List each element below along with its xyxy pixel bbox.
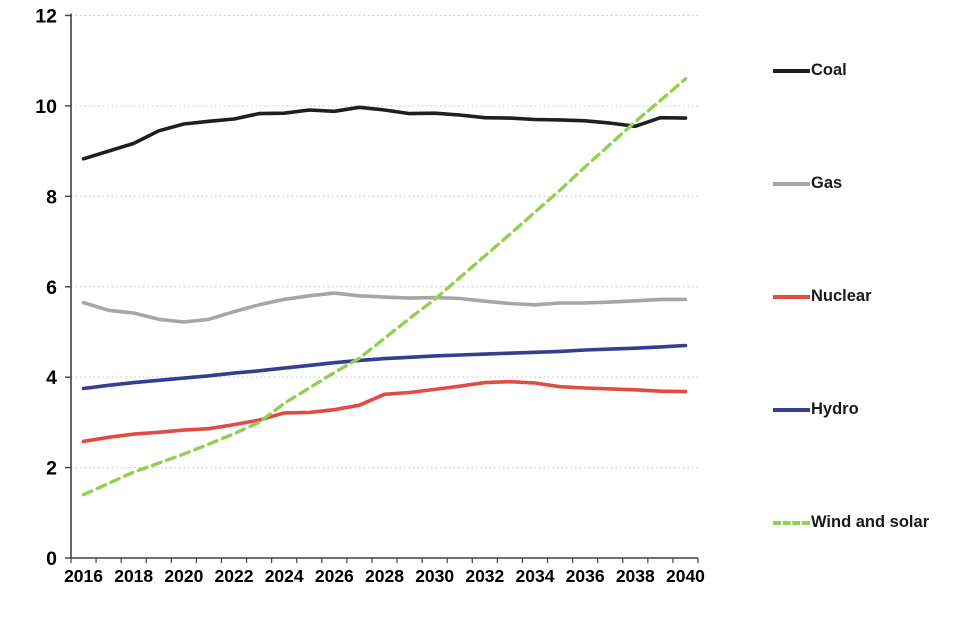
y-tick-label-6: 6 <box>46 277 57 299</box>
legend-item-gas: Gas <box>773 174 842 193</box>
legend-item-wind-and-solar: Wind and solar <box>773 513 929 532</box>
x-tick-label-2040: 2040 <box>666 566 705 586</box>
x-tick-label-2020: 2020 <box>164 566 203 586</box>
y-tick-label-0: 0 <box>46 548 57 570</box>
x-tick-label-2024: 2024 <box>265 566 304 586</box>
x-tick-label-2036: 2036 <box>566 566 605 586</box>
legend-label-nuclear: Nuclear <box>811 287 872 305</box>
legend-label-hydro: Hydro <box>811 400 859 418</box>
legend-item-hydro: Hydro <box>773 400 859 419</box>
x-tick-label-2028: 2028 <box>365 566 404 586</box>
x-tick-label-2038: 2038 <box>616 566 655 586</box>
wind-and-solar-line-swatch <box>773 520 810 525</box>
x-tick-label-2016: 2016 <box>64 566 103 586</box>
x-tick-label-2034: 2034 <box>516 566 555 586</box>
gas-line-swatch <box>773 181 810 186</box>
x-tick-label-2018: 2018 <box>114 566 153 586</box>
legend-label-gas: Gas <box>811 174 843 192</box>
chart-legend: Coal Gas Nuclear Hydro Wind and solar <box>773 0 973 638</box>
series-line-hydro <box>81 343 688 391</box>
y-tick-label-2: 2 <box>46 458 57 480</box>
y-tick-label-8: 8 <box>46 186 57 208</box>
x-tick-label-2032: 2032 <box>465 566 504 586</box>
hydro-line-swatch <box>773 407 810 412</box>
legend-item-nuclear: Nuclear <box>773 287 872 306</box>
y-tick-label-12: 12 <box>35 6 57 28</box>
y-tick-label-4: 4 <box>46 367 57 389</box>
x-tick-label-2026: 2026 <box>315 566 354 586</box>
legend-label-wind-and-solar: Wind and solar <box>811 513 930 531</box>
y-tick-label-10: 10 <box>35 96 57 118</box>
x-tick-label-2022: 2022 <box>215 566 254 586</box>
series-line-coal <box>81 105 688 161</box>
nuclear-line-swatch <box>773 294 810 299</box>
series-line-gas <box>81 291 688 324</box>
legend-label-coal: Coal <box>811 61 847 79</box>
series-line-nuclear <box>81 379 688 444</box>
coal-line-swatch <box>773 68 810 73</box>
series-line-wind-and-solar <box>81 77 688 497</box>
legend-item-coal: Coal <box>773 61 847 80</box>
x-tick-label-2030: 2030 <box>415 566 454 586</box>
